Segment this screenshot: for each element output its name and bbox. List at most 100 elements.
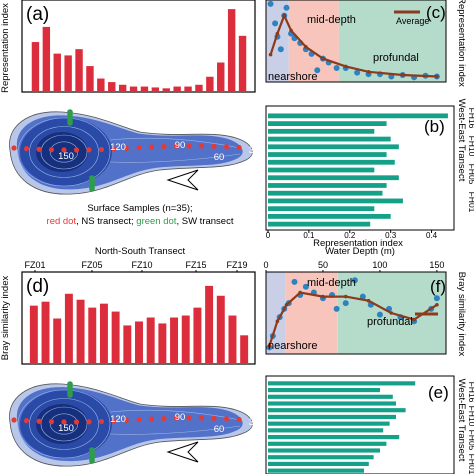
panel-b-xlabel: Representation index <box>313 238 403 249</box>
bar-a-5 <box>75 49 83 91</box>
bar-d-1 <box>29 305 38 363</box>
panel-f: Water Depth (m) 0 50 100 150 mid-depth prof… <box>263 246 467 356</box>
bar-b-3 <box>268 128 375 134</box>
panel-f-trend-line <box>268 291 438 347</box>
ns-transect-dot <box>148 416 155 422</box>
panel-d: North-South Transect FZ01 FZ05 FZ10 FZ15 FZ1… <box>0 246 256 365</box>
ns-transect-dot <box>123 417 130 423</box>
bar-e-13 <box>268 461 369 467</box>
bar-d-11 <box>146 317 155 363</box>
bar-a-2 <box>42 26 51 92</box>
ns-transect-dot <box>73 147 80 153</box>
caption-sw-transect: , SW transect <box>176 216 233 227</box>
bar-a-1 <box>31 42 40 91</box>
bar-d-16 <box>205 285 214 363</box>
bar-e-5 <box>268 408 406 413</box>
north-arrow-icon <box>166 441 199 463</box>
xtick-label-d: FZ10 <box>131 260 152 270</box>
bar-e-14 <box>268 468 364 473</box>
caption-red-dot: red dot <box>47 216 77 227</box>
ytick-label: FH10 <box>467 406 474 427</box>
caption-ns-transect: , NS transect; <box>76 216 136 227</box>
panel-f-xticks: 0 50 100 150 <box>263 260 444 272</box>
point-c-2 <box>272 20 279 27</box>
point-f-6 <box>291 278 298 285</box>
panel-f-zone-mid-depth: mid-depth <box>307 277 356 289</box>
xtick-label-f: 100 <box>372 260 387 270</box>
ns-transect-dot <box>173 415 180 421</box>
bar-a-14 <box>173 86 181 91</box>
north-arrow-icon <box>166 169 199 191</box>
panel-d-title: North-South Transect <box>95 246 186 257</box>
bar-a-3 <box>53 53 61 91</box>
panel-c-zones <box>266 0 446 82</box>
bar-e-2 <box>268 387 380 393</box>
contour-line <box>17 389 111 459</box>
bar-e-11 <box>268 448 380 453</box>
bar-b-4 <box>268 136 391 142</box>
point-c-15 <box>333 64 340 71</box>
panel-e-label: (e) <box>428 383 449 402</box>
point-f-13 <box>342 300 349 307</box>
bar-d-10 <box>135 321 143 363</box>
bar-a-11 <box>140 86 149 91</box>
ns-transect-dot <box>73 419 80 425</box>
contour-line <box>29 398 99 450</box>
ns-transect-dot <box>186 143 192 149</box>
panel-a: (a) Representation index <box>0 0 256 93</box>
bar-b-13 <box>268 206 375 212</box>
depth-contour-label: 90 <box>175 140 186 151</box>
ns-transect-dot <box>211 143 217 149</box>
xtick-label-d: FZ19 <box>226 260 247 270</box>
bar-d-13 <box>170 317 179 363</box>
bar-e-1 <box>268 381 416 386</box>
ytick-label: FH10 <box>467 136 474 157</box>
ns-transect-dot <box>198 143 205 149</box>
bar-d-18 <box>228 315 237 363</box>
ytick-label: FH16 <box>467 108 474 129</box>
bar-a-17 <box>206 76 214 91</box>
contour-line <box>109 425 241 435</box>
bar-d-17 <box>216 295 225 363</box>
xtick-label-d: FZ05 <box>81 260 102 270</box>
xtick-label-b: 0.2 <box>344 231 356 240</box>
ns-transect-dot <box>123 145 130 151</box>
point-f-8 <box>302 283 309 290</box>
ns-transect-dot <box>11 145 17 151</box>
lake-map-bottom: 150 120 90 60 30 <box>9 381 259 467</box>
depth-contour-label: 90 <box>175 412 186 423</box>
bar-b-15 <box>268 221 371 227</box>
panel-d-bars <box>29 285 249 363</box>
contour-line <box>17 117 111 187</box>
depth-contour-label: 60 <box>214 424 225 435</box>
ns-transect-dot <box>98 146 105 153</box>
xtick-label-b: 0 <box>266 231 271 240</box>
panel-c-label: (c) <box>426 3 446 22</box>
ns-transect-dot <box>48 147 55 153</box>
bar-d-8 <box>111 311 120 363</box>
bar-a-7 <box>97 78 105 91</box>
panel-a-ylabel: Representation index <box>0 3 11 93</box>
zone-nearshore-f <box>266 272 286 354</box>
point-f-22 <box>433 295 440 302</box>
ns-transect-dot <box>98 418 105 425</box>
zone-mid-depth-f <box>285 272 338 354</box>
ns-transect-dot <box>236 144 242 151</box>
panel-a-label: (a) <box>26 4 49 25</box>
bar-e-9 <box>268 434 400 440</box>
ytick-label: FH05 <box>467 164 474 185</box>
ns-transect-dot <box>148 144 155 150</box>
point-f-12 <box>333 305 340 312</box>
bar-e-10 <box>268 441 387 446</box>
bar-d-12 <box>158 323 167 363</box>
bar-d-5 <box>76 299 85 363</box>
lake-map-top: 150 120 90 60 30 <box>9 109 259 195</box>
panel-b-bars <box>268 113 448 227</box>
depth-contour-label: 150 <box>58 151 74 162</box>
point-c-12 <box>314 67 321 74</box>
contour-line <box>40 134 88 170</box>
bar-b-10 <box>268 183 387 188</box>
bar-e-12 <box>268 455 374 460</box>
ns-transect-dot <box>186 415 192 421</box>
